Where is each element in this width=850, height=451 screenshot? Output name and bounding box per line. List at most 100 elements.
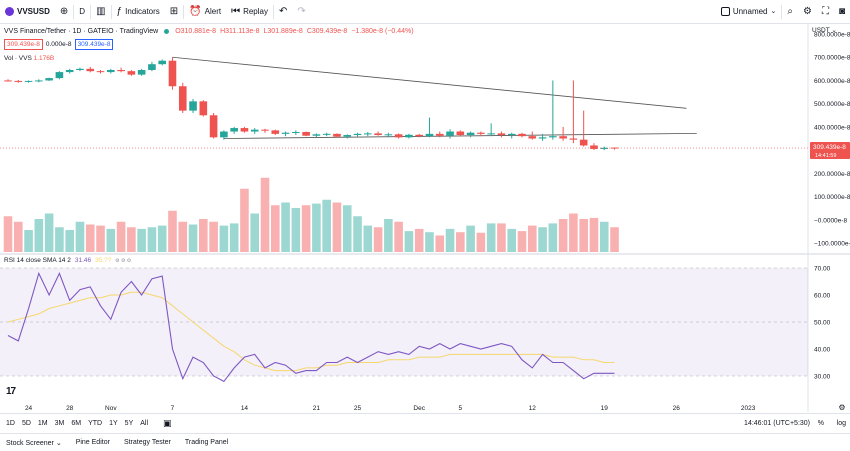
time-info[interactable]: 14:46:01 (UTC+5:30) (744, 420, 810, 427)
layout-name: Unnamed (732, 7, 768, 16)
countdown-label: 14:41:59 (815, 153, 836, 159)
volume-bar (168, 210, 177, 252)
tab-trading-panel[interactable]: Trading Panel (184, 439, 229, 446)
range-1y[interactable]: 1Y (109, 420, 118, 427)
range-ytd[interactable]: YTD (88, 420, 103, 427)
indicators-button[interactable]: ƒ Indicators (112, 0, 165, 24)
candle-body (579, 139, 588, 146)
candle-body (96, 71, 105, 73)
candle-body (446, 131, 454, 136)
range-5d[interactable]: 5D (21, 420, 31, 427)
price-axis-label: 800.0000e-8 (814, 32, 850, 39)
candle-body (466, 132, 475, 136)
replay-button[interactable]: ⏮ Replay (226, 0, 273, 24)
volume-bar (65, 230, 74, 252)
volume-bar (85, 224, 95, 252)
trendlines[interactable] (172, 56, 697, 139)
toolbar-divider (90, 4, 92, 19)
range-3m[interactable]: 3M (54, 420, 65, 427)
price-axis-label: 600.0000e-8 (814, 78, 850, 85)
candle-body (507, 133, 516, 136)
ohlc-close: C309.439e-8 (306, 28, 348, 35)
range-1d[interactable]: 1D (6, 420, 15, 427)
volume-bar (312, 203, 321, 252)
time-axis-label: 26 (673, 405, 681, 412)
time-axis-label: 19 (601, 405, 609, 412)
templates-button[interactable]: ⊞ (165, 0, 183, 24)
range-1m[interactable]: 1M (37, 420, 48, 427)
candle-body (4, 80, 12, 82)
candle-body (220, 131, 228, 138)
symbol-search[interactable]: VVSUSD (0, 0, 55, 24)
compare-button[interactable]: ⊕ (55, 0, 73, 24)
undo-button[interactable]: ↶ (274, 0, 292, 24)
candle-body (127, 71, 136, 75)
layout-checkbox-icon (720, 7, 730, 16)
buy-button[interactable]: 309.439e-8 (74, 39, 114, 50)
alert-button[interactable]: ⏰ Alert (184, 0, 226, 24)
log-toggle[interactable]: log (836, 420, 846, 427)
time-axis-label: 5 (459, 405, 463, 412)
spread-value: 0.000e-8 (45, 41, 72, 48)
layout-button[interactable]: Unnamed ⌄ (716, 0, 782, 24)
time-axis-label: 25 (354, 405, 362, 412)
chart-area[interactable]: VVS Finance/Tether · 1D · GATEIO · Tradi… (0, 24, 850, 412)
volume-bar (527, 225, 537, 252)
price-axis[interactable]: 800.0000e-8 700.0000e-8 600.0000e-8 500.000… (810, 27, 850, 381)
volume-bar (435, 235, 445, 252)
tab-pine-editor[interactable]: Pine Editor (75, 439, 110, 446)
candle-body (209, 115, 218, 138)
search-button[interactable]: ⌕ (782, 0, 798, 24)
candle-body (559, 136, 567, 139)
volume-bar (342, 205, 352, 252)
volume-bar (178, 221, 188, 252)
tab-strategy-tester[interactable]: Strategy Tester (123, 439, 171, 446)
range-all[interactable]: All (140, 420, 149, 427)
date-range-bar: 1D 5D 1M 3M 6M YTD 1Y 5Y All ▣ 14:46:01 … (0, 413, 850, 433)
rsi-label[interactable]: RSI 14 close SMA 14 2 (4, 256, 71, 264)
time-axis[interactable]: 24 28 Nov 7 14 21 25 Dec 5 12 19 26 2023 ⚙ (25, 403, 846, 412)
volume-bar (538, 227, 547, 252)
chart-canvas[interactable]: 800.0000e-8 700.0000e-8 600.0000e-8 500.000… (0, 24, 850, 412)
interval-button[interactable]: D (74, 0, 90, 24)
sell-button[interactable]: 309.439e-8 (4, 39, 43, 50)
range-5y[interactable]: 5Y (124, 420, 134, 427)
time-axis-label: Nov (105, 405, 117, 412)
redo-button[interactable]: ↷ (292, 0, 310, 24)
settings-button[interactable]: ⚙ (798, 0, 817, 24)
candle-body (148, 64, 156, 70)
undo-icon: ↶ (278, 5, 288, 17)
tab-stock-screener[interactable]: Stock Screener ⌄ (6, 439, 62, 447)
volume-label[interactable]: Vol · VVS (4, 55, 32, 62)
time-axis-label: 7 (171, 405, 175, 412)
goto-date-icon[interactable]: ▣ (163, 418, 172, 428)
rsi-axis-label: 50.00 (814, 320, 831, 327)
plus-circle-icon: ⊕ (59, 5, 69, 17)
chart-type-button[interactable]: ▥ (91, 0, 110, 24)
tradingview-logo-icon[interactable]: 17 (6, 386, 16, 397)
volume-bar (250, 213, 260, 252)
candle-body (312, 134, 321, 136)
volume-bar (363, 225, 373, 252)
volume-bar (610, 227, 619, 252)
candle-body (425, 133, 434, 137)
percent-toggle[interactable]: % (817, 420, 824, 427)
volume-bar (301, 205, 311, 252)
time-axis-label: 21 (313, 405, 321, 412)
candle-body (168, 60, 177, 87)
indicators-label: Indicators (125, 7, 160, 16)
fullscreen-button[interactable]: ⛶ (817, 0, 834, 24)
volume-bar (569, 213, 578, 252)
rsi-value: 31.46 (74, 256, 92, 264)
range-6m[interactable]: 6M (71, 420, 82, 427)
chart-title[interactable]: VVS Finance/Tether · 1D · GATEIO · Tradi… (4, 28, 159, 35)
candles (0, 57, 808, 151)
snapshot-button[interactable]: ◙ (834, 0, 850, 24)
volume-bar (322, 199, 331, 252)
eye-icon[interactable]: ꙩ ꙩ ꙩ (115, 257, 131, 264)
grid (0, 24, 850, 412)
candle-body (189, 101, 197, 111)
candle-body (76, 68, 84, 70)
bottom-panel-tabs: Stock Screener ⌄ Pine Editor Strategy Te… (0, 433, 850, 451)
tab-label: Stock Screener (6, 439, 54, 447)
